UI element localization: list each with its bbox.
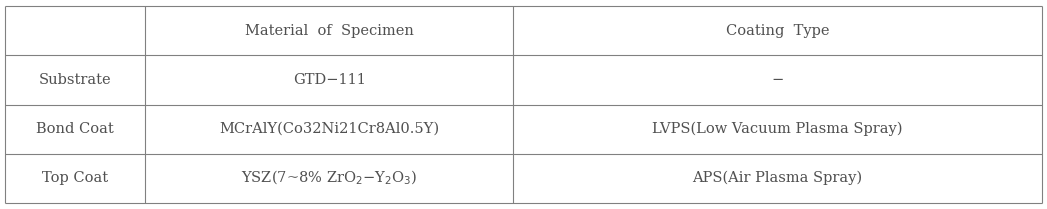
Text: YSZ(7~8% ZrO$_2$−Y$_2$O$_3$): YSZ(7~8% ZrO$_2$−Y$_2$O$_3$)	[241, 169, 417, 187]
Text: Top Coat: Top Coat	[42, 171, 108, 185]
Text: Substrate: Substrate	[39, 73, 112, 87]
Text: Bond Coat: Bond Coat	[37, 122, 114, 136]
Text: Coating  Type: Coating Type	[726, 24, 829, 38]
Text: APS(Air Plasma Spray): APS(Air Plasma Spray)	[692, 171, 863, 185]
Text: MCrAlY(Co32Ni21Cr8Al0.5Y): MCrAlY(Co32Ni21Cr8Al0.5Y)	[219, 122, 439, 136]
Text: Material  of  Specimen: Material of Specimen	[245, 24, 414, 38]
Text: LVPS(Low Vacuum Plasma Spray): LVPS(Low Vacuum Plasma Spray)	[652, 122, 903, 136]
Text: −: −	[772, 73, 783, 87]
Text: GTD−111: GTD−111	[293, 73, 365, 87]
